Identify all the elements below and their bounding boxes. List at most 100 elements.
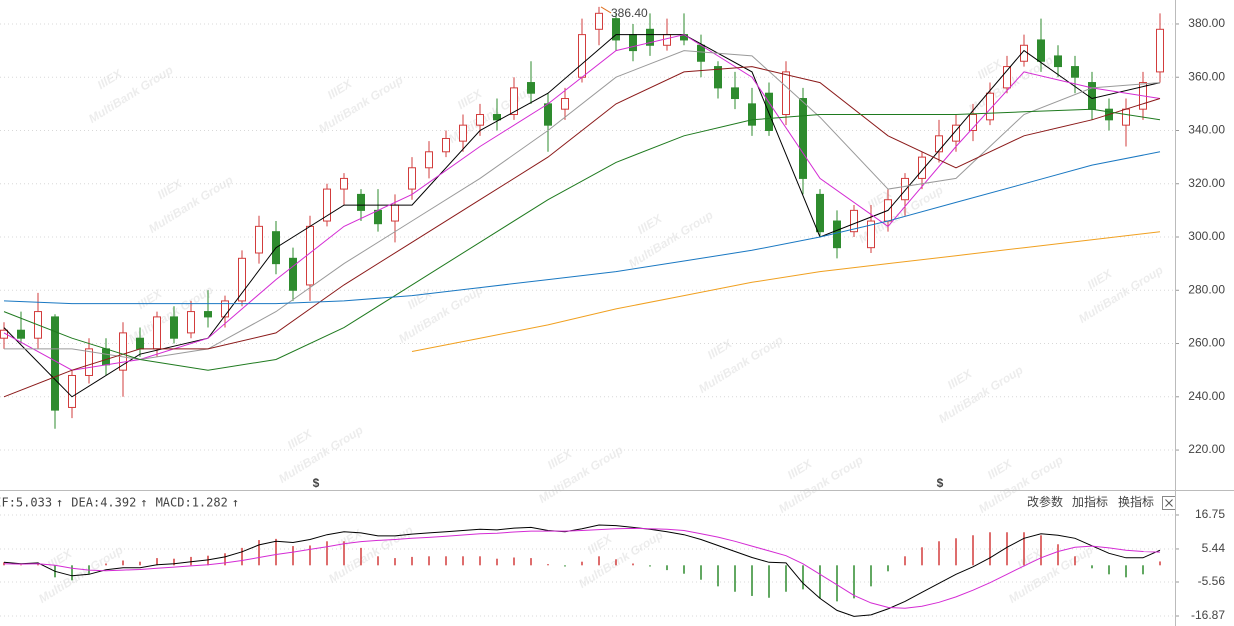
candle-body [136, 337, 144, 350]
dividend-marker[interactable]: $ [937, 476, 944, 490]
y-tick-label: 380.00 [1188, 16, 1225, 30]
macd-panel: 16.755.44-5.56-16.87DIF:5.033↑DEA:4.392↑… [0, 494, 1225, 622]
max-arrow [600, 6, 612, 14]
candle-body [340, 177, 348, 190]
candle-body [782, 71, 790, 116]
close-icon[interactable] [1165, 499, 1173, 507]
legend-value: 1.282 [192, 496, 228, 510]
moving-average-line [3, 34, 1161, 371]
y-tick-label: 220.00 [1188, 442, 1225, 456]
candle-body [714, 66, 722, 89]
candle-body [374, 209, 382, 225]
candle-body [1003, 66, 1011, 89]
legend-name: DEA [71, 496, 93, 510]
y-tick-label: 360.00 [1188, 69, 1225, 83]
indicator-button[interactable]: 换指标 [1118, 494, 1154, 509]
legend-separator: : [9, 496, 16, 510]
legend-value: 5.033 [16, 496, 52, 510]
candle-body [493, 114, 501, 121]
candle-body [476, 114, 484, 126]
candle-body [578, 34, 586, 78]
candle-body [561, 98, 569, 110]
legend-arrow: ↑ [140, 496, 147, 510]
candle-body [357, 193, 365, 211]
legend-separator: : [184, 496, 191, 510]
moving-average-line [3, 34, 1161, 398]
candle-body [595, 12, 603, 30]
candle-body [102, 348, 110, 366]
candle-body [1156, 28, 1164, 73]
candle-body [170, 316, 178, 339]
moving-average-line [3, 151, 1161, 305]
dividend-marker[interactable]: $ [313, 476, 320, 490]
candle-body [0, 329, 8, 339]
candle-body [646, 28, 654, 46]
candle-body [918, 156, 926, 179]
moving-average-line [3, 66, 1161, 398]
moving-average-line [411, 231, 1161, 352]
candle-body [255, 225, 263, 254]
candle-body [1088, 82, 1096, 110]
y-tick-label: 16.75 [1195, 507, 1225, 521]
candle-body [153, 316, 161, 350]
y-tick-label: 320.00 [1188, 176, 1225, 190]
indicator-button[interactable]: 加指标 [1072, 494, 1108, 509]
price-panel: 220.00 240.00 260.00 280.00 300.00 320.00 340.… [0, 6, 1225, 490]
candle-body [323, 188, 331, 222]
candle-body [221, 300, 229, 318]
candle-body [986, 92, 994, 121]
legend-arrow: ↑ [56, 496, 63, 510]
candle-body [935, 135, 943, 153]
close-button[interactable] [1162, 496, 1176, 510]
candle-body [425, 151, 433, 169]
candle-body [544, 103, 552, 126]
candle-body [1037, 39, 1045, 62]
candle-body [731, 87, 739, 100]
y-tick-label: 5.44 [1202, 541, 1226, 555]
candle-body [1054, 55, 1062, 68]
candle-body [867, 220, 875, 249]
candle-body [119, 332, 127, 371]
candle-body [1122, 108, 1130, 126]
candle-body [68, 374, 76, 408]
candle-body [850, 209, 858, 233]
y-tick-label: 240.00 [1188, 389, 1225, 403]
candle-body [289, 257, 297, 291]
candle-body [459, 124, 467, 142]
candle-body [238, 257, 246, 302]
candle-body [901, 177, 909, 201]
candle-body [187, 311, 195, 334]
moving-average-line [4, 50, 1161, 361]
candle-body [510, 87, 518, 116]
candle-body [833, 220, 841, 249]
candle-body [306, 225, 314, 286]
macd-line [3, 527, 1161, 609]
legend-arrow: ↑ [232, 496, 239, 510]
candle-body [799, 98, 807, 179]
indicator-button[interactable]: 改参数 [1027, 494, 1063, 509]
candle-body [408, 167, 416, 190]
y-tick-label: 280.00 [1188, 282, 1225, 296]
candle-body [527, 82, 535, 94]
candle-body [663, 34, 671, 46]
y-tick-label: 340.00 [1188, 123, 1225, 137]
y-tick-label: -5.56 [1198, 574, 1226, 588]
legend-value: 4.392 [100, 496, 136, 510]
candle-body [391, 204, 399, 222]
candle-body [969, 114, 977, 131]
candle-body [612, 18, 620, 41]
candle-body [85, 348, 93, 376]
macd-line [3, 524, 1161, 617]
legend-name: MACD [156, 496, 185, 510]
candle-body [697, 44, 705, 62]
candle-body [952, 124, 960, 142]
candle-body [51, 316, 59, 411]
max-label: 386.40 [611, 6, 648, 20]
y-tick-label: -16.87 [1191, 608, 1225, 622]
y-tick-label: 300.00 [1188, 229, 1225, 243]
legend-name: DIF [0, 496, 9, 510]
candle-body [1071, 66, 1079, 78]
moving-average-line [3, 108, 1161, 371]
candle-body [17, 329, 25, 339]
